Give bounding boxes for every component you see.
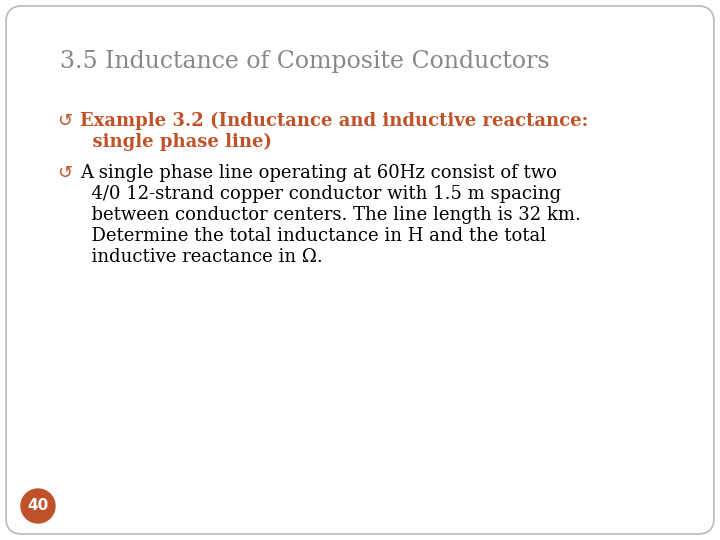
Text: 4/0 12-strand copper conductor with 1.5 m spacing: 4/0 12-strand copper conductor with 1.5 … [80,185,561,203]
FancyBboxPatch shape [6,6,714,534]
Text: Example 3.2 (Inductance and inductive reactance:: Example 3.2 (Inductance and inductive re… [80,112,588,130]
Text: Determine the total inductance in H and the total: Determine the total inductance in H and … [80,227,546,245]
Text: ↺: ↺ [57,112,72,130]
Text: inductive reactance in Ω.: inductive reactance in Ω. [80,248,323,266]
Text: single phase line): single phase line) [80,133,272,151]
Text: A single phase line operating at 60Hz consist of two: A single phase line operating at 60Hz co… [80,164,557,182]
Circle shape [21,489,55,523]
Text: 3.5 Inductance of Composite Conductors: 3.5 Inductance of Composite Conductors [60,50,549,73]
Text: between conductor centers. The line length is 32 km.: between conductor centers. The line leng… [80,206,581,224]
Text: ↺: ↺ [57,164,72,182]
Text: 40: 40 [27,498,49,514]
